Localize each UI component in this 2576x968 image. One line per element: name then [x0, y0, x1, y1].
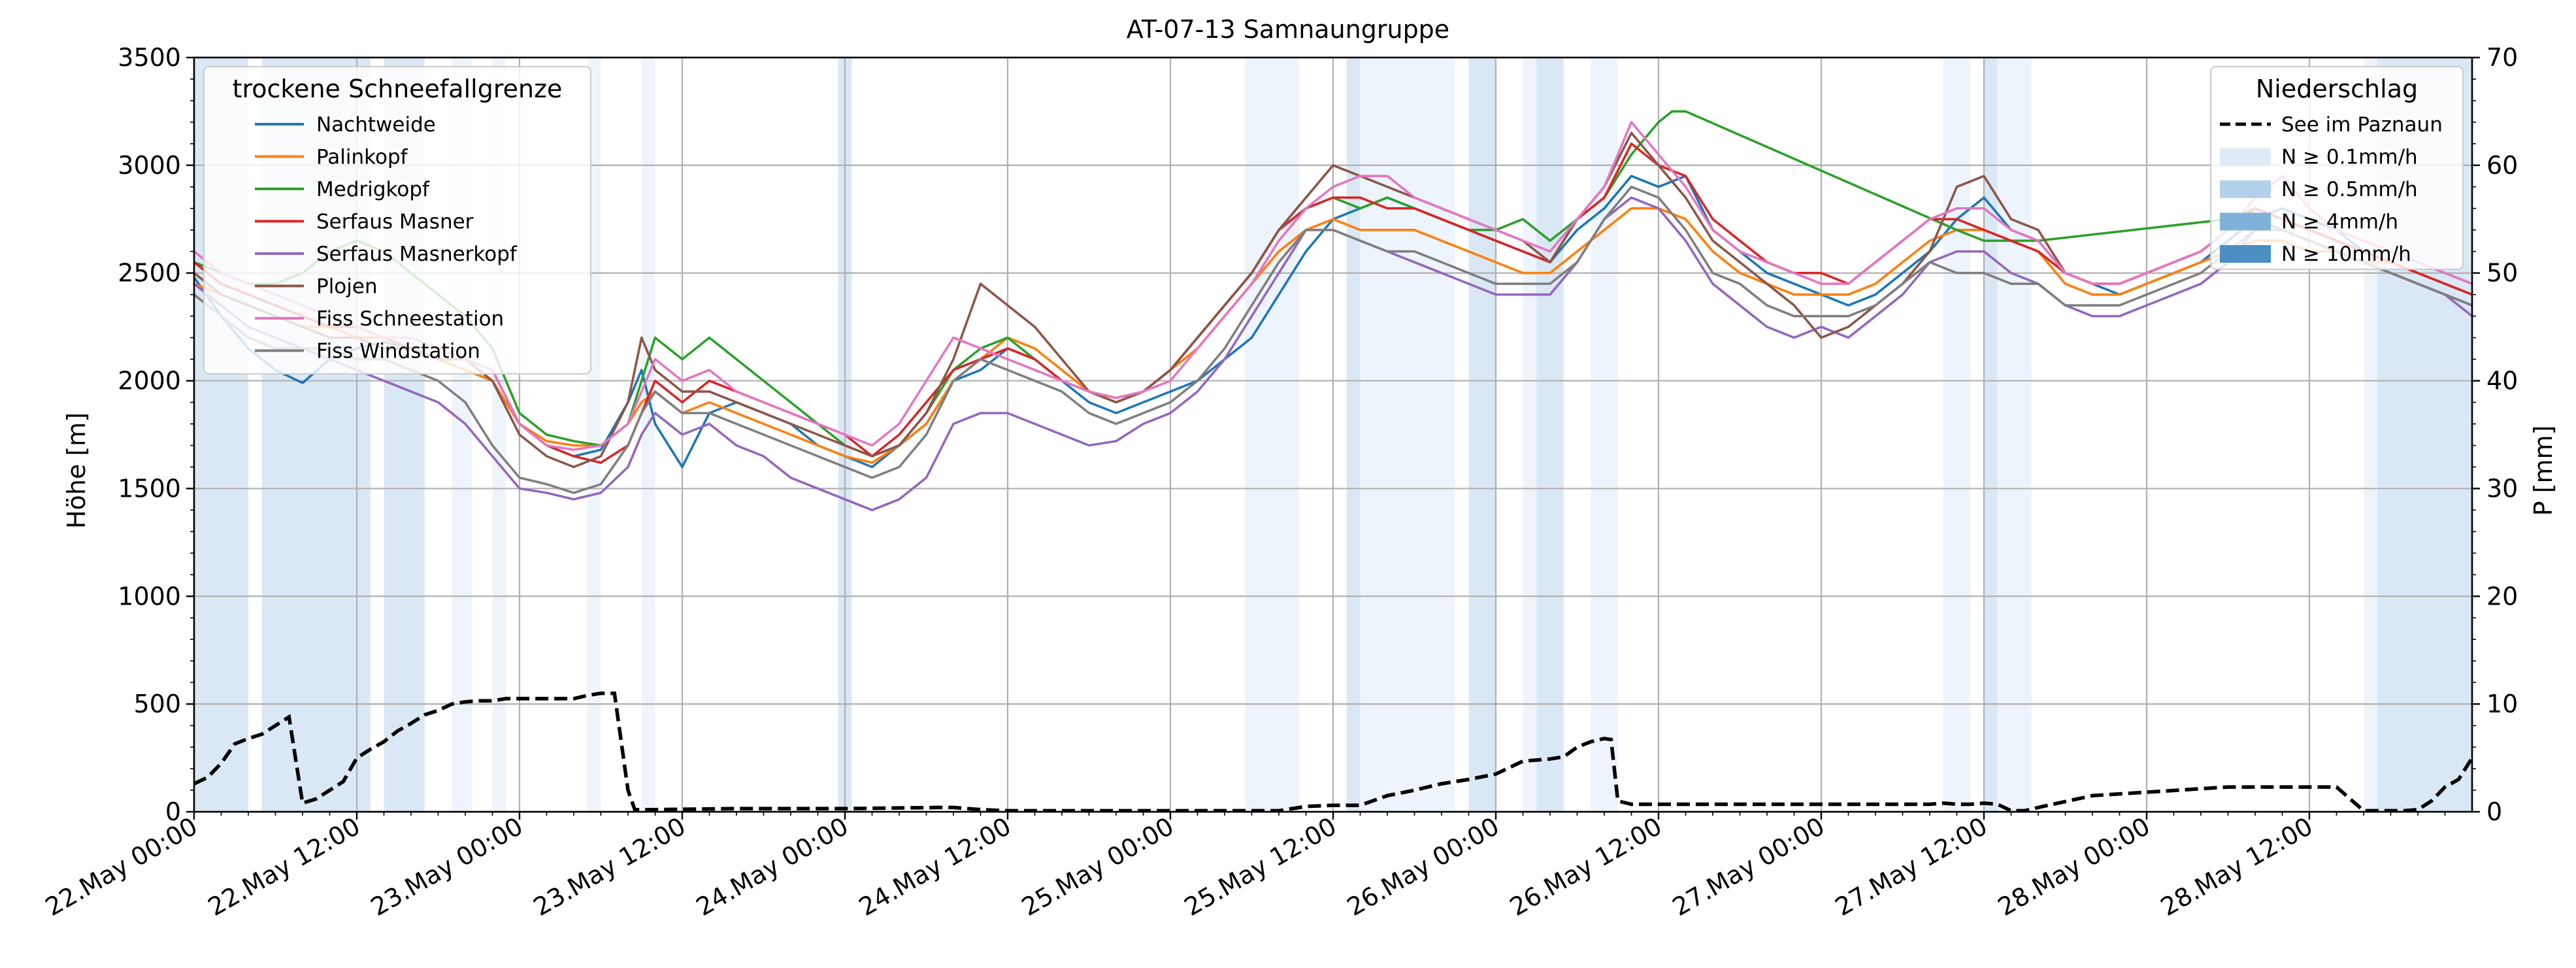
precip-band [1523, 58, 1537, 812]
legend-right-title: Niederschlag [2256, 75, 2418, 103]
precip-band [1943, 58, 1971, 812]
y-tick-label: 1500 [118, 474, 181, 503]
y-tick-label: 3000 [118, 151, 181, 180]
legend-entry: Fiss Windstation [316, 340, 480, 363]
y-tick-label: 2500 [118, 259, 181, 288]
x-tick-label: 22.May 00:00 [41, 812, 203, 922]
x-tick-label: 26.May 00:00 [1342, 812, 1504, 922]
x-tick-label: 25.May 12:00 [1180, 812, 1342, 922]
precip-band [1360, 58, 1455, 812]
y-tick-label: 2000 [118, 367, 181, 395]
y2-tick-label: 10 [2486, 690, 2518, 718]
legend-swatch-box [2220, 245, 2271, 263]
x-tick-label: 24.May 12:00 [854, 812, 1016, 922]
legend-entry: N ≥ 0.1mm/h [2281, 146, 2418, 169]
legend-entry: Nachtweide [316, 113, 436, 137]
precip-band [1346, 58, 1361, 812]
x-tick-label: 28.May 00:00 [1993, 812, 2155, 922]
legend-entry: Serfaus Masnerkopf [316, 242, 518, 266]
legend-stations: trockene Schneefallgrenze Nachtweide Palin… [203, 66, 591, 375]
legend-entry: Palinkopf [316, 146, 408, 169]
legend-entry: N ≥ 0.5mm/h [2281, 178, 2418, 201]
x-tick-label: 27.May 00:00 [1668, 812, 1830, 922]
series-line [193, 185, 2473, 494]
x-tick-label: 26.May 12:00 [1505, 812, 1667, 922]
y-tick-label: 1000 [118, 582, 181, 610]
precip-band [641, 58, 655, 812]
precip-series-line [193, 691, 2474, 813]
legend-entry: See im Paznaun [2281, 113, 2443, 137]
series-lines [193, 110, 2473, 512]
legend-entry: N ≥ 10mm/h [2281, 242, 2411, 266]
legend-precip: Niederschlag See im Paznaun N ≥ 0.1mm/h N ≥… [2210, 66, 2464, 270]
legend-left-title: trockene Schneefallgrenze [233, 75, 563, 103]
left-axis-label: Höhe [m] [62, 412, 91, 529]
legend-swatch-box [2220, 148, 2271, 166]
precip-band [1245, 58, 1300, 812]
y2-tick-label: 70 [2486, 43, 2518, 72]
precip-line [193, 691, 2474, 813]
legend-entry: Plojen [316, 275, 378, 299]
chart-title: AT-07-13 Samnaungruppe [1127, 15, 1449, 44]
legend-right-box [2210, 66, 2464, 270]
series-line [193, 121, 2473, 451]
legend-entry: Fiss Schneestation [316, 307, 504, 331]
precip-band [1536, 58, 1564, 812]
x-tick-label: 28.May 12:00 [2156, 812, 2318, 922]
x-tick-label: 24.May 00:00 [691, 812, 853, 922]
legend-swatch-box [2220, 180, 2271, 198]
y2-tick-label: 50 [2486, 259, 2518, 288]
y-tick-label: 3500 [118, 43, 181, 72]
legend-entry: Medrigkopf [316, 178, 430, 201]
y2-tick-label: 20 [2486, 582, 2518, 610]
right-axis-label: P [mm] [2529, 426, 2558, 516]
y-tick-label: 500 [133, 690, 181, 718]
legend-entry: Serfaus Masner [316, 210, 474, 234]
precip-band [1591, 58, 1618, 812]
y2-tick-label: 30 [2486, 474, 2518, 503]
y2-tick-label: 40 [2486, 367, 2518, 395]
series-line [193, 207, 2473, 464]
y2-tick-label: 0 [2486, 797, 2502, 826]
legend-entry: N ≥ 4mm/h [2281, 210, 2398, 234]
x-tick-label: 27.May 12:00 [1830, 812, 1992, 922]
y2-tick-label: 60 [2486, 151, 2518, 180]
precip-band [1468, 58, 1496, 812]
y-tick-label: 0 [165, 797, 181, 826]
legend-left-box [203, 66, 591, 375]
x-tick-label: 22.May 12:00 [203, 812, 365, 922]
x-tick-label: 23.May 12:00 [529, 812, 691, 922]
x-tick-label: 25.May 00:00 [1017, 812, 1179, 922]
precip-band [1984, 58, 1998, 812]
x-tick-label: 23.May 00:00 [366, 812, 528, 922]
precip-band [1997, 58, 2032, 812]
legend-swatch-box [2220, 212, 2271, 231]
